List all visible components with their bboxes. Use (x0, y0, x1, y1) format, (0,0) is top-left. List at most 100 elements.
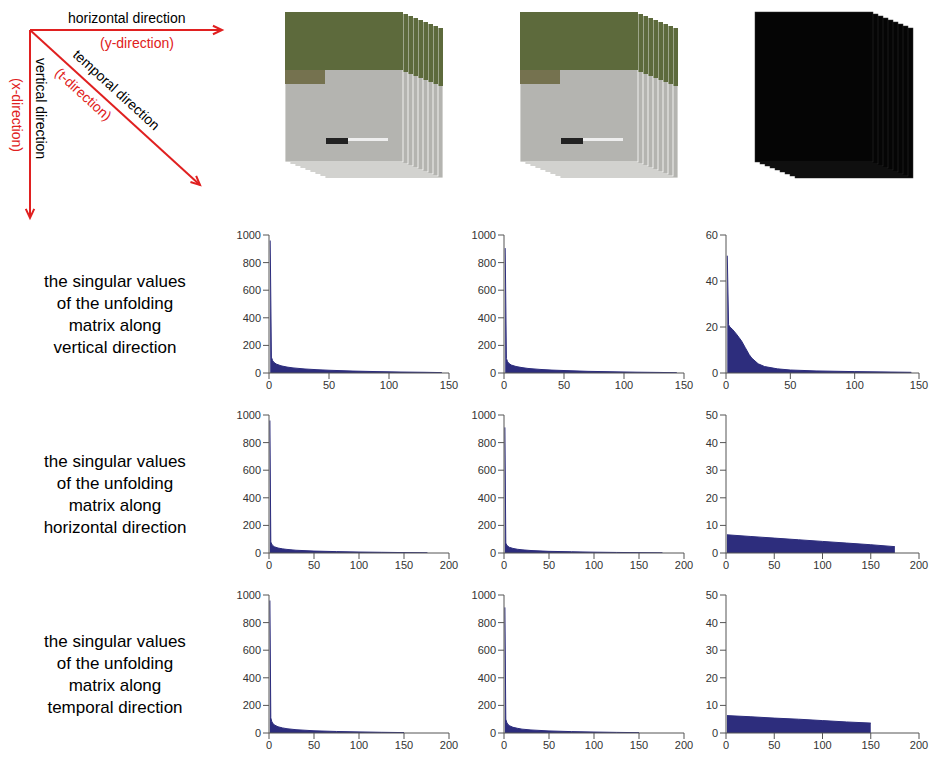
svg-text:200: 200 (910, 739, 928, 751)
svg-text:0: 0 (266, 379, 272, 391)
svg-text:20: 20 (706, 321, 718, 333)
svg-text:50: 50 (308, 739, 320, 751)
svg-text:400: 400 (478, 492, 496, 504)
svg-text:800: 800 (478, 257, 496, 269)
svg-text:30: 30 (706, 644, 718, 656)
svg-text:150: 150 (440, 379, 458, 391)
svg-text:0: 0 (723, 739, 729, 751)
svg-text:400: 400 (243, 312, 261, 324)
svg-text:200: 200 (243, 699, 261, 711)
svg-text:100: 100 (380, 379, 398, 391)
svg-text:50: 50 (768, 739, 780, 751)
svg-text:200: 200 (478, 699, 496, 711)
svg-text:40: 40 (706, 275, 718, 287)
svg-text:0: 0 (712, 727, 718, 739)
svg-text:0: 0 (266, 739, 272, 751)
svg-text:600: 600 (243, 464, 261, 476)
svg-text:100: 100 (615, 379, 633, 391)
svg-text:0: 0 (490, 367, 496, 379)
svg-text:400: 400 (243, 492, 261, 504)
svg-text:200: 200 (910, 559, 928, 571)
svg-text:1000: 1000 (472, 589, 496, 601)
svg-text:0: 0 (255, 367, 261, 379)
svg-text:10: 10 (706, 699, 718, 711)
svg-text:0: 0 (723, 379, 729, 391)
svg-text:50: 50 (706, 409, 718, 421)
svg-text:50: 50 (706, 589, 718, 601)
svg-text:150: 150 (630, 559, 648, 571)
svg-text:200: 200 (440, 559, 458, 571)
svg-text:50: 50 (558, 379, 570, 391)
svg-text:800: 800 (478, 437, 496, 449)
svg-text:200: 200 (440, 739, 458, 751)
svg-text:1000: 1000 (237, 409, 261, 421)
svg-text:150: 150 (675, 379, 693, 391)
svg-text:150: 150 (862, 739, 880, 751)
svg-text:50: 50 (308, 559, 320, 571)
svg-text:100: 100 (350, 559, 368, 571)
svg-text:150: 150 (395, 739, 413, 751)
svg-text:800: 800 (243, 257, 261, 269)
svg-text:20: 20 (706, 492, 718, 504)
svg-text:50: 50 (323, 379, 335, 391)
svg-text:50: 50 (543, 559, 555, 571)
svg-text:800: 800 (243, 437, 261, 449)
svg-text:100: 100 (585, 559, 603, 571)
svg-text:600: 600 (478, 464, 496, 476)
svg-text:1000: 1000 (237, 589, 261, 601)
svg-text:200: 200 (243, 519, 261, 531)
svg-text:10: 10 (706, 519, 718, 531)
svg-text:50: 50 (543, 739, 555, 751)
svg-text:0: 0 (712, 547, 718, 559)
svg-text:100: 100 (813, 739, 831, 751)
svg-text:800: 800 (478, 617, 496, 629)
svg-text:100: 100 (350, 739, 368, 751)
svg-text:0: 0 (501, 559, 507, 571)
svg-text:0: 0 (255, 547, 261, 559)
svg-text:600: 600 (478, 284, 496, 296)
svg-text:200: 200 (478, 339, 496, 351)
svg-text:400: 400 (243, 672, 261, 684)
svg-text:200: 200 (478, 519, 496, 531)
svg-text:100: 100 (585, 739, 603, 751)
svg-text:40: 40 (706, 617, 718, 629)
svg-text:150: 150 (910, 379, 928, 391)
svg-text:60: 60 (706, 229, 718, 241)
svg-text:(y-direction): (y-direction) (100, 35, 174, 51)
svg-text:800: 800 (243, 617, 261, 629)
svg-text:(t-direction): (t-direction) (52, 64, 115, 124)
svg-text:400: 400 (478, 312, 496, 324)
svg-text:200: 200 (243, 339, 261, 351)
svg-text:150: 150 (395, 559, 413, 571)
svg-text:30: 30 (706, 464, 718, 476)
svg-text:1000: 1000 (472, 229, 496, 241)
svg-text:vertical direction: vertical direction (33, 58, 49, 159)
svg-text:horizontal direction: horizontal direction (68, 10, 186, 26)
svg-text:0: 0 (490, 727, 496, 739)
svg-text:600: 600 (478, 644, 496, 656)
svg-text:0: 0 (501, 739, 507, 751)
svg-text:100: 100 (813, 559, 831, 571)
svg-text:200: 200 (675, 559, 693, 571)
svg-text:50: 50 (784, 379, 796, 391)
svg-text:50: 50 (768, 559, 780, 571)
svg-text:400: 400 (478, 672, 496, 684)
svg-text:0: 0 (723, 559, 729, 571)
svg-text:0: 0 (255, 727, 261, 739)
svg-text:0: 0 (266, 559, 272, 571)
svg-text:600: 600 (243, 284, 261, 296)
svg-text:(x-direction): (x-direction) (9, 78, 25, 152)
svg-text:1000: 1000 (237, 229, 261, 241)
svg-text:150: 150 (862, 559, 880, 571)
svg-text:1000: 1000 (472, 409, 496, 421)
svg-text:0: 0 (712, 367, 718, 379)
svg-text:200: 200 (675, 739, 693, 751)
svg-text:temporal direction: temporal direction (70, 46, 163, 134)
svg-text:150: 150 (630, 739, 648, 751)
svg-text:20: 20 (706, 672, 718, 684)
svg-text:100: 100 (845, 379, 863, 391)
svg-text:40: 40 (706, 437, 718, 449)
svg-text:0: 0 (501, 379, 507, 391)
svg-text:0: 0 (490, 547, 496, 559)
svg-text:600: 600 (243, 644, 261, 656)
